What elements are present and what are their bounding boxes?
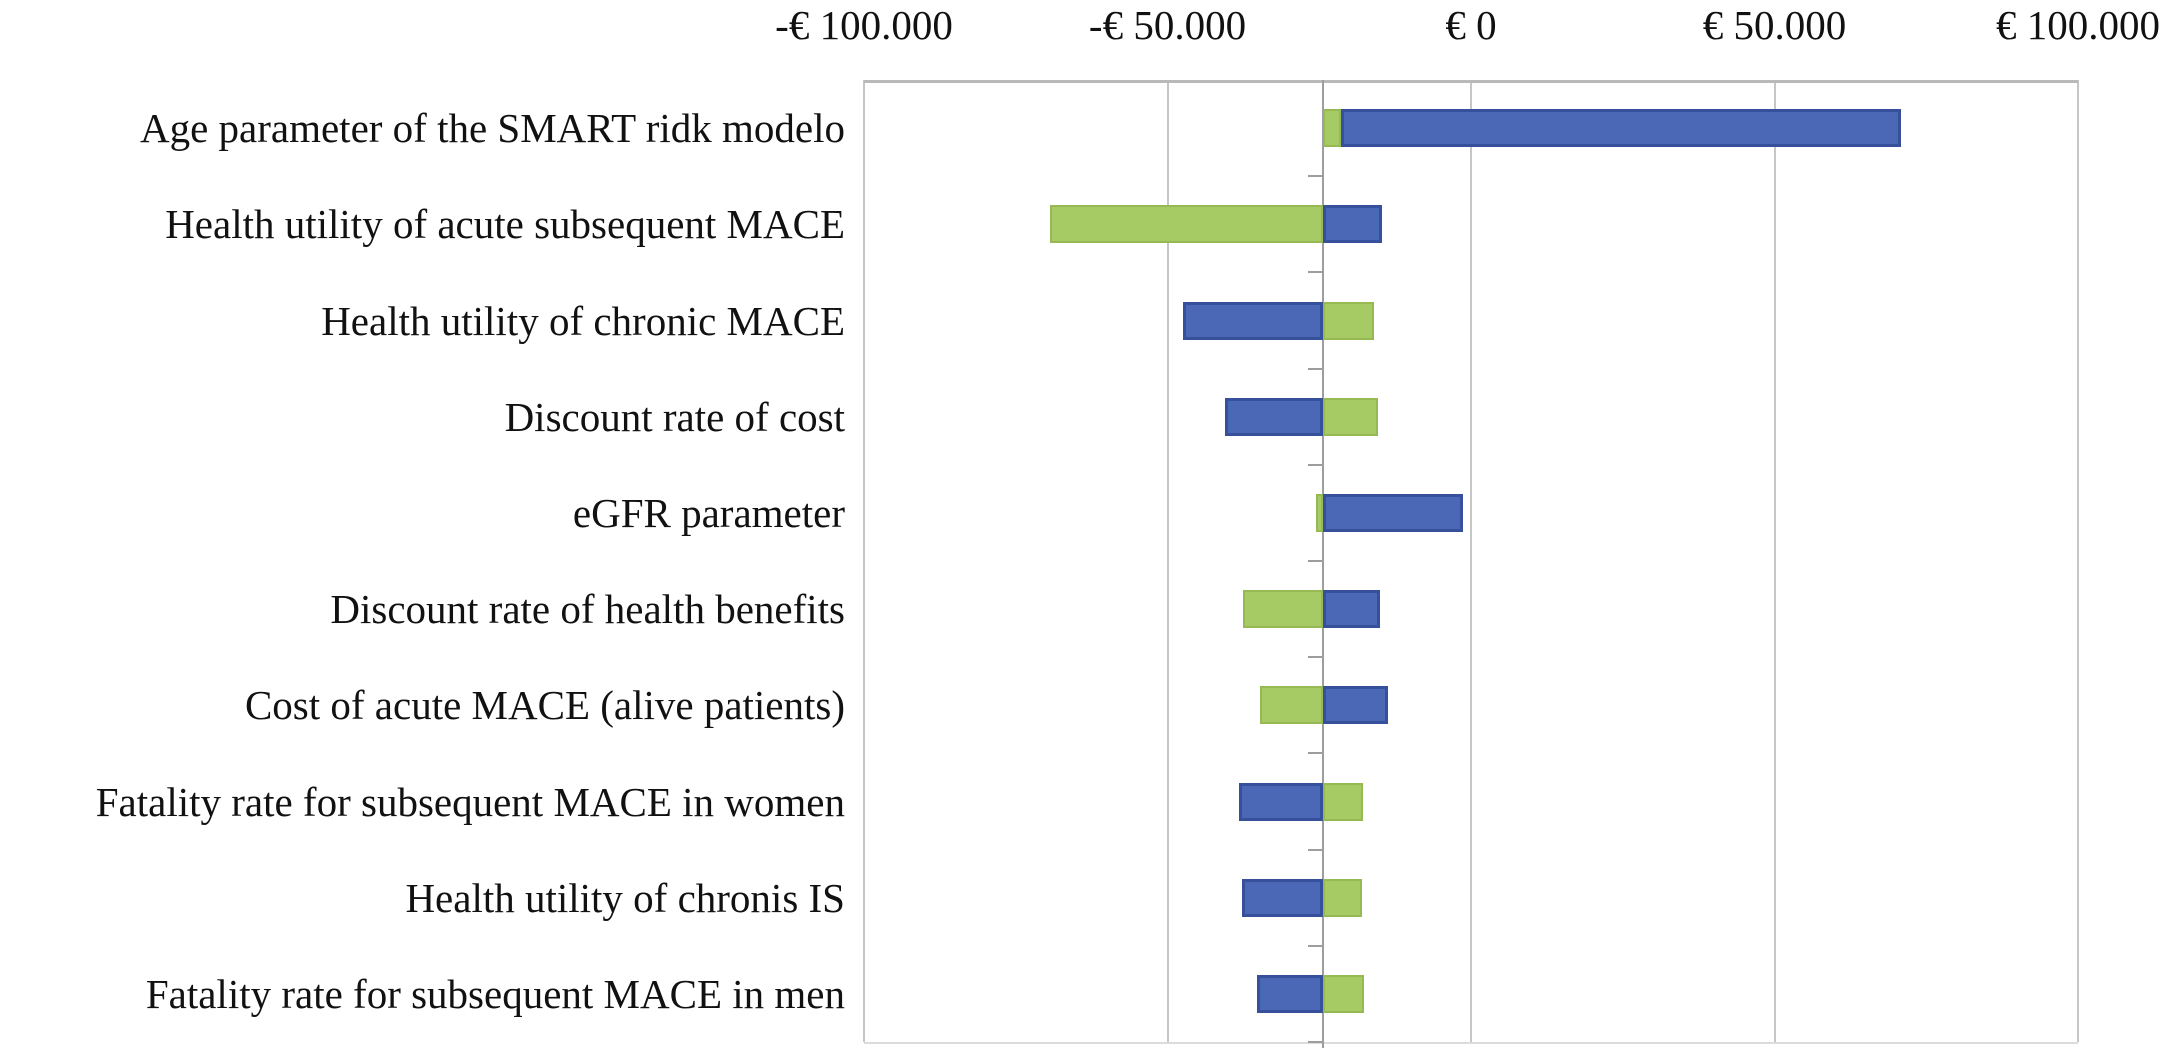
category-label: Age parameter of the SMART ridk modelo — [139, 105, 845, 152]
x-tick-label: -€ 100.000 — [775, 2, 953, 48]
category-axis-tick — [1307, 175, 1322, 178]
bar-segment-blue — [1322, 493, 1464, 532]
vertical-gridline — [863, 80, 865, 1042]
category-label: Fatality rate for subsequent MACE in wom… — [95, 778, 845, 825]
category-axis-tick — [1307, 1041, 1322, 1043]
vertical-gridline — [2077, 80, 2079, 1042]
x-tick-label: € 0 — [1445, 2, 1497, 48]
category-axis-tick — [1307, 752, 1322, 755]
bar-segment-blue — [1322, 205, 1382, 244]
bar-segment-blue — [1241, 878, 1323, 917]
category-axis-tick — [1307, 271, 1322, 274]
category-axis-line — [1321, 80, 1324, 1048]
plot-bottom-border — [864, 1042, 2078, 1044]
category-label: Health utility of chronic MACE — [321, 297, 845, 344]
category-label: Health utility of acute subsequent MACE — [165, 201, 845, 248]
vertical-gridline — [1773, 80, 1776, 1042]
category-axis-tick — [1307, 944, 1322, 947]
x-tick-label: € 50.000 — [1702, 2, 1847, 48]
x-tick-label: € 100.000 — [1996, 2, 2160, 48]
vertical-gridline — [1166, 80, 1169, 1042]
bar-segment-green — [1322, 301, 1374, 340]
category-axis-tick — [1307, 656, 1322, 659]
vertical-gridline — [1470, 80, 1472, 1042]
bar-segment-blue — [1224, 397, 1323, 436]
category-axis-tick — [1307, 367, 1322, 370]
bar-segment-green — [1322, 397, 1379, 436]
category-axis-tick — [1307, 463, 1322, 466]
category-label: Cost of acute MACE (alive patients) — [244, 682, 845, 729]
category-label: eGFR parameter — [572, 489, 845, 536]
bar-segment-blue — [1238, 782, 1323, 821]
bar-segment-green — [1050, 205, 1323, 244]
bar-segment-green — [1322, 878, 1362, 917]
bar-segment-green — [1259, 686, 1323, 725]
category-label: Discount rate of health benefits — [330, 586, 845, 633]
bar-segment-blue — [1182, 301, 1323, 340]
bar-segment-green — [1315, 493, 1323, 532]
bar-segment-green — [1322, 109, 1341, 148]
bar-segment-blue — [1322, 686, 1388, 725]
plot-top-border — [864, 80, 2078, 83]
bar-segment-blue — [1256, 974, 1323, 1013]
bar-segment-blue — [1322, 590, 1380, 629]
bar-segment-green — [1322, 974, 1364, 1013]
category-axis-tick — [1307, 848, 1322, 851]
category-label: Discount rate of cost — [504, 393, 845, 440]
bar-segment-blue — [1340, 109, 1901, 148]
bar-segment-green — [1322, 782, 1363, 821]
bar-segment-green — [1243, 590, 1323, 629]
category-label: Fatality rate for subsequent MACE in men — [145, 970, 845, 1017]
category-label: Health utility of chronis IS — [405, 874, 845, 921]
x-tick-label: -€ 50.000 — [1088, 2, 1247, 48]
category-axis-tick — [1307, 560, 1322, 562]
